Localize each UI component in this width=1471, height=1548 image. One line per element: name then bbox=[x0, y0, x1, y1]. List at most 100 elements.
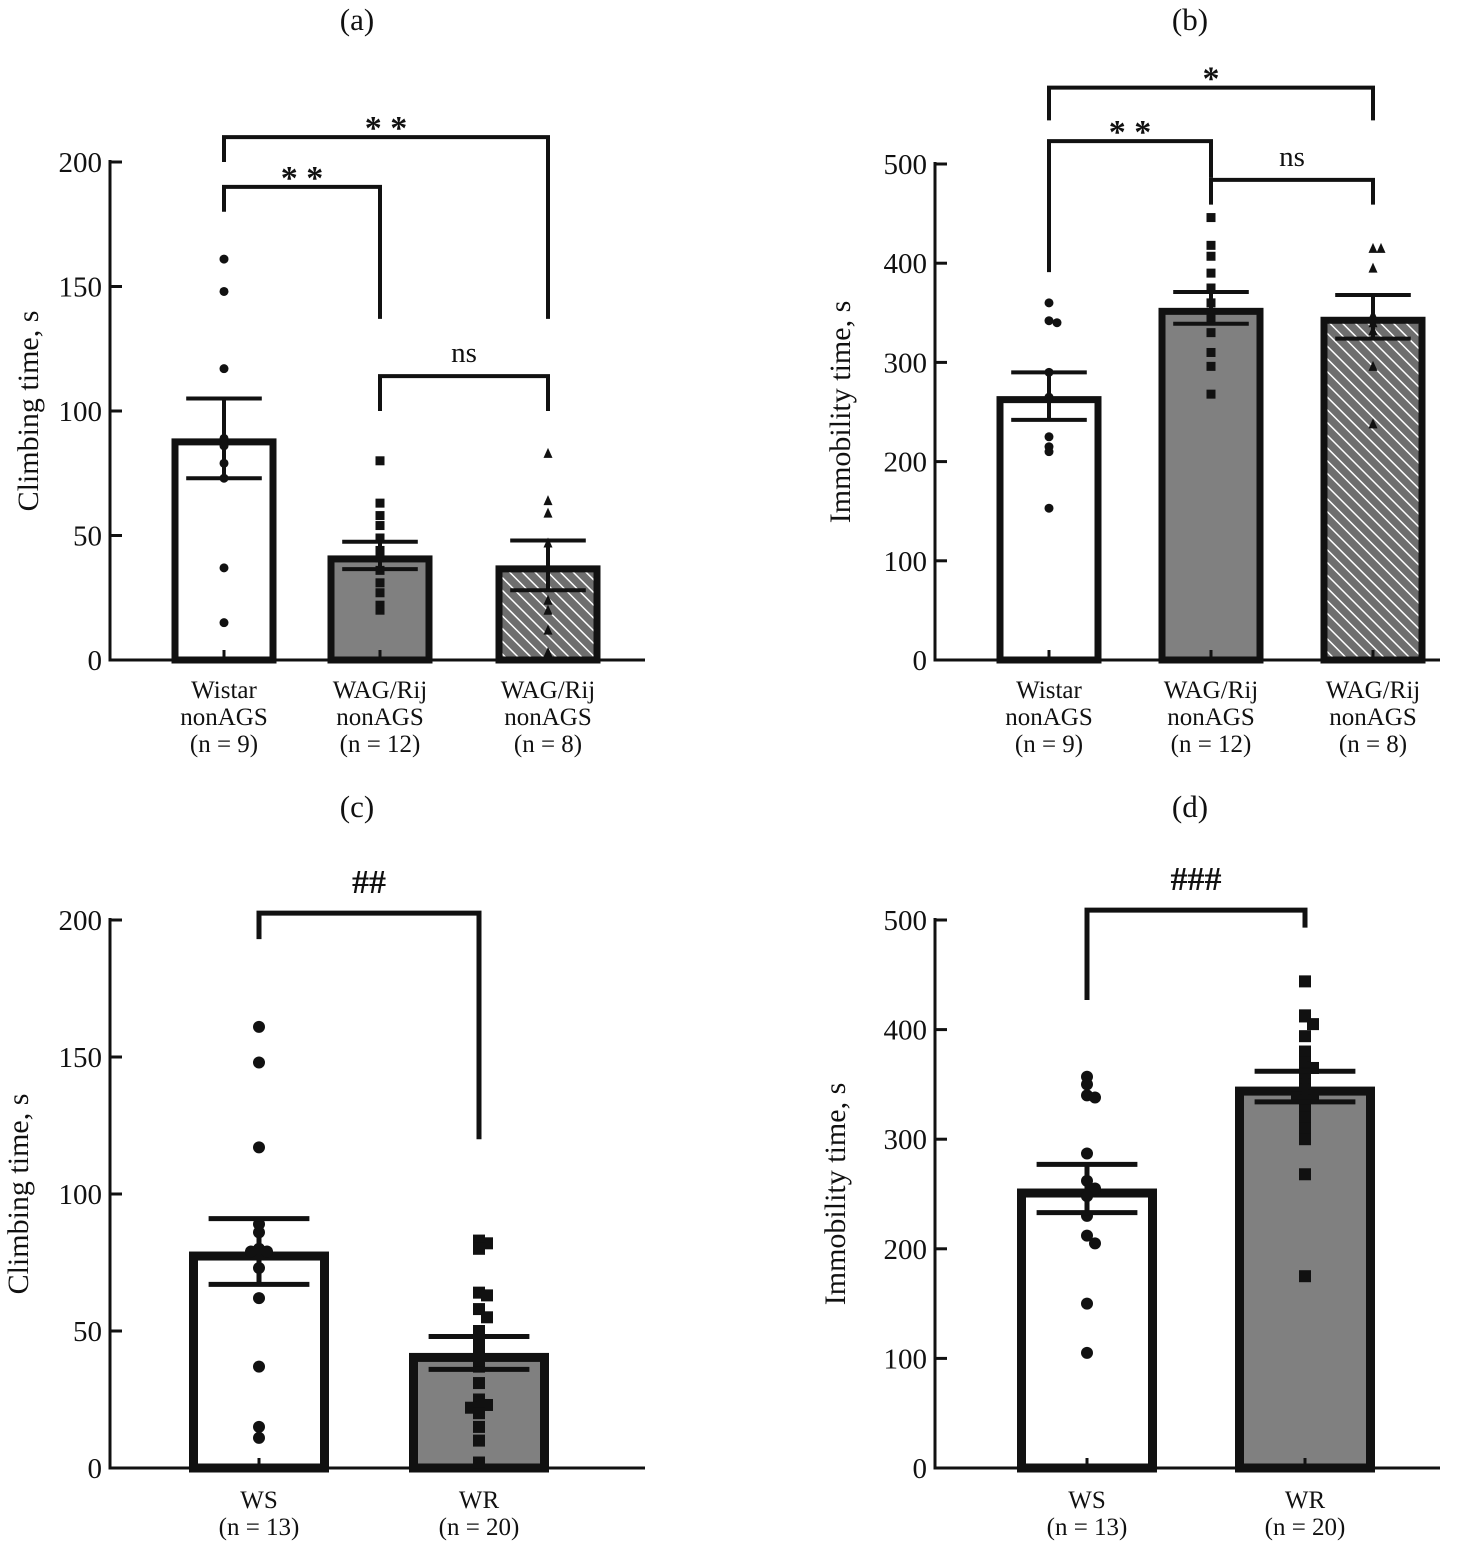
y-tick-label: 100 bbox=[884, 546, 928, 578]
data-point bbox=[1206, 347, 1216, 357]
data-point bbox=[1044, 447, 1054, 457]
category-label: nonAGS bbox=[180, 704, 268, 731]
y-tick-label: 300 bbox=[884, 1124, 928, 1156]
category-label: nonAGS bbox=[336, 704, 424, 731]
category-label: Wistar bbox=[191, 677, 257, 704]
panel-title: (d) bbox=[1172, 789, 1208, 824]
data-point bbox=[1299, 1168, 1311, 1181]
data-point bbox=[245, 1245, 257, 1258]
data-point bbox=[1089, 1237, 1101, 1250]
data-point bbox=[1089, 1091, 1101, 1104]
error-bar bbox=[1335, 292, 1411, 341]
significance-label: ## bbox=[352, 864, 386, 901]
data-point bbox=[1206, 268, 1216, 278]
data-point bbox=[1299, 1122, 1311, 1135]
y-tick-label: 100 bbox=[59, 396, 103, 428]
error-bar bbox=[1254, 1068, 1356, 1105]
bar-2 bbox=[1320, 316, 1426, 664]
data-point bbox=[1206, 328, 1216, 338]
y-axis-label: Immobility time, s bbox=[824, 301, 857, 524]
category-label: WAG/Rij bbox=[333, 677, 427, 704]
significance-label: ns bbox=[1279, 141, 1305, 173]
data-point bbox=[1206, 361, 1216, 371]
y-tick-label: 100 bbox=[884, 1343, 928, 1375]
data-point bbox=[1206, 240, 1216, 250]
data-point bbox=[375, 456, 385, 466]
data-point bbox=[543, 594, 553, 605]
significance-label: ### bbox=[1171, 861, 1222, 898]
data-point bbox=[1206, 389, 1216, 399]
panel-a: (a)Climbing time, s050100150200Wistarnon… bbox=[12, 2, 645, 758]
data-point bbox=[473, 1456, 485, 1469]
y-tick-label: 200 bbox=[59, 905, 103, 937]
y-tick-label: 500 bbox=[884, 905, 928, 937]
data-point bbox=[1206, 213, 1216, 223]
category-label: (n = 13) bbox=[219, 1514, 300, 1541]
y-tick-label: 200 bbox=[59, 147, 103, 179]
data-point bbox=[1368, 242, 1378, 253]
data-point bbox=[375, 533, 385, 543]
data-point bbox=[1081, 1078, 1093, 1091]
data-point bbox=[253, 1292, 265, 1305]
data-point bbox=[1044, 298, 1054, 308]
y-axis-label: Climbing time, s bbox=[2, 1094, 35, 1295]
y-tick-label: 0 bbox=[913, 645, 928, 677]
data-point bbox=[1368, 418, 1378, 429]
data-point bbox=[219, 563, 229, 573]
data-point bbox=[543, 624, 553, 635]
data-point bbox=[473, 1420, 485, 1433]
category-label: (n = 8) bbox=[1339, 731, 1407, 758]
data-point bbox=[253, 1020, 265, 1033]
significance-label: * bbox=[1203, 61, 1220, 98]
data-point bbox=[543, 647, 553, 658]
data-point bbox=[253, 1141, 265, 1154]
category-label: Wistar bbox=[1016, 677, 1082, 704]
category-label: nonAGS bbox=[1167, 704, 1255, 731]
data-point bbox=[219, 286, 229, 296]
data-point bbox=[1089, 1182, 1101, 1195]
category-label: (n = 20) bbox=[1265, 1514, 1346, 1541]
category-label: WAG/Rij bbox=[501, 677, 595, 704]
error-bar bbox=[342, 539, 418, 572]
data-point bbox=[1299, 1111, 1311, 1124]
data-point bbox=[473, 1407, 485, 1420]
data-point bbox=[1376, 242, 1386, 253]
category-label: nonAGS bbox=[1329, 704, 1417, 731]
y-tick-label: 150 bbox=[59, 272, 103, 304]
significance-bracket bbox=[222, 135, 550, 319]
data-point bbox=[375, 511, 385, 521]
error-bar bbox=[428, 1333, 530, 1372]
significance-bracket bbox=[1047, 139, 1213, 273]
y-tick-label: 200 bbox=[884, 1234, 928, 1266]
significance-label: ns bbox=[451, 337, 477, 369]
data-point bbox=[543, 447, 553, 458]
data-point bbox=[481, 1289, 493, 1302]
data-point bbox=[375, 605, 385, 615]
y-tick-label: 400 bbox=[884, 1015, 928, 1047]
y-tick-label: 100 bbox=[59, 1179, 103, 1211]
error-bar bbox=[1173, 289, 1249, 326]
data-point bbox=[1081, 1229, 1093, 1242]
y-tick-label: 50 bbox=[73, 1316, 102, 1348]
category-label: WAG/Rij bbox=[1164, 677, 1258, 704]
y-tick-label: 500 bbox=[884, 149, 928, 181]
category-label: WS bbox=[1068, 1487, 1106, 1514]
y-tick-label: 0 bbox=[913, 1453, 928, 1485]
data-point bbox=[543, 604, 553, 615]
y-axis-label: Immobility time, s bbox=[819, 1083, 852, 1306]
data-point bbox=[1299, 975, 1311, 988]
error-bar bbox=[1011, 370, 1087, 422]
error-bar bbox=[1036, 1161, 1138, 1216]
data-point bbox=[1299, 1270, 1311, 1283]
category-label: (n = 12) bbox=[1171, 731, 1252, 758]
data-point bbox=[1299, 1045, 1311, 1058]
data-point bbox=[1044, 503, 1054, 513]
data-point bbox=[1206, 251, 1216, 261]
significance-label: * * bbox=[365, 110, 408, 147]
significance-bracket bbox=[222, 184, 382, 319]
data-point bbox=[1299, 1030, 1311, 1043]
significance-label: * * bbox=[281, 160, 324, 197]
significance-bracket bbox=[1047, 85, 1375, 121]
category-label: nonAGS bbox=[1005, 704, 1093, 731]
data-point bbox=[1044, 432, 1054, 442]
